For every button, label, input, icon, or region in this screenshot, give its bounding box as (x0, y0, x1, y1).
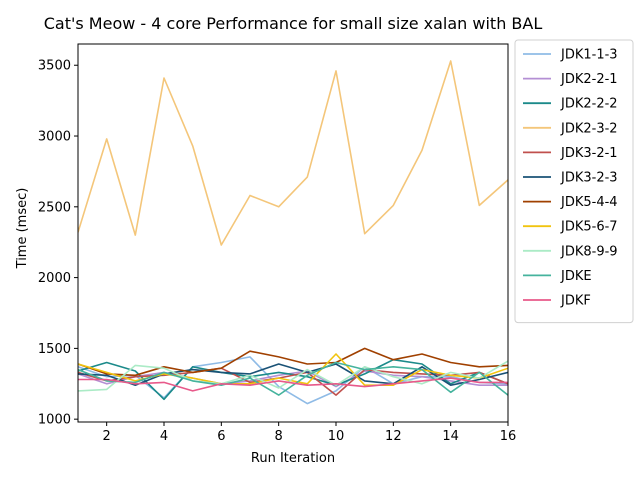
y-tick-label: 3000 (38, 130, 71, 145)
y-tick-label: 2500 (38, 200, 71, 215)
legend-label: JDK3-2-1 (560, 146, 618, 161)
legend-label: JDK3-2-3 (560, 171, 618, 186)
plot-area (77, 43, 509, 423)
x-tick-label: 10 (328, 429, 345, 444)
y-axis: 1000 1500 2000 2500 3000 3500 (38, 59, 78, 428)
legend-label: JDK2-2-2 (560, 97, 618, 112)
y-tick-label: 1500 (38, 342, 71, 357)
x-tick-label: 2 (103, 429, 111, 444)
plot-frame (77, 43, 509, 423)
series-line-jdk3-2-1 (78, 367, 508, 396)
series-line-jdk8-9-9 (78, 360, 508, 392)
x-tick-label: 16 (500, 429, 517, 444)
series-line-jdkf (78, 377, 508, 392)
x-axis: 2 4 6 8 10 12 14 16 (103, 422, 517, 444)
series-line-jdk2-3-2 (78, 60, 508, 246)
x-tick-label: 6 (217, 429, 225, 444)
legend-label: JDK1-1-3 (560, 48, 618, 63)
y-tick-label: 1000 (38, 413, 71, 428)
legend-label: JDK8-9-9 (560, 244, 618, 259)
legend-label: JDK2-2-1 (560, 72, 618, 87)
y-tick-label: 2000 (38, 271, 71, 286)
x-tick-label: 8 (275, 429, 283, 444)
legend-label: JDKE (560, 269, 592, 284)
x-axis-label: Run Iteration (251, 451, 335, 466)
series-line-jdke (78, 361, 508, 396)
y-axis-label: Time (msec) (15, 188, 30, 270)
legend-label: JDKF (560, 294, 591, 309)
x-tick-label: 14 (442, 429, 459, 444)
series-line-jdk5-4-4 (78, 347, 508, 377)
series-line-jdk3-2-3 (78, 363, 508, 387)
legend-label: JDK5-4-4 (560, 195, 618, 210)
x-tick-label: 4 (160, 429, 168, 444)
chart-title: Cat's Meow - 4 core Performance for smal… (44, 14, 543, 33)
legend-box (514, 39, 634, 324)
legend-label: JDK2-3-2 (560, 121, 618, 136)
legend: JDK1-1-3 JDK2-2-1 JDK2-2-2 JDK2-3-2 JDK3-2-1… (514, 39, 634, 324)
legend-label: JDK5-6-7 (560, 220, 618, 235)
y-tick-label: 3500 (38, 59, 71, 74)
x-tick-label: 12 (385, 429, 402, 444)
